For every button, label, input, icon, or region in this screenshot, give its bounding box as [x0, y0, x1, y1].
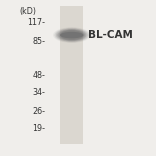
Ellipse shape: [60, 30, 83, 40]
Text: 85-: 85-: [32, 37, 45, 46]
Bar: [61, 6, 83, 144]
Ellipse shape: [54, 28, 89, 42]
Ellipse shape: [59, 30, 85, 41]
Text: 48-: 48-: [32, 71, 45, 80]
Ellipse shape: [57, 29, 86, 41]
Text: (kD): (kD): [20, 7, 37, 16]
Text: 19-: 19-: [32, 124, 45, 133]
Ellipse shape: [53, 27, 90, 43]
Ellipse shape: [56, 28, 88, 42]
Ellipse shape: [60, 32, 83, 38]
Text: BL-CAM: BL-CAM: [88, 30, 133, 40]
Text: 34-: 34-: [32, 88, 45, 97]
Text: 26-: 26-: [32, 107, 45, 116]
Text: 117-: 117-: [27, 18, 45, 27]
